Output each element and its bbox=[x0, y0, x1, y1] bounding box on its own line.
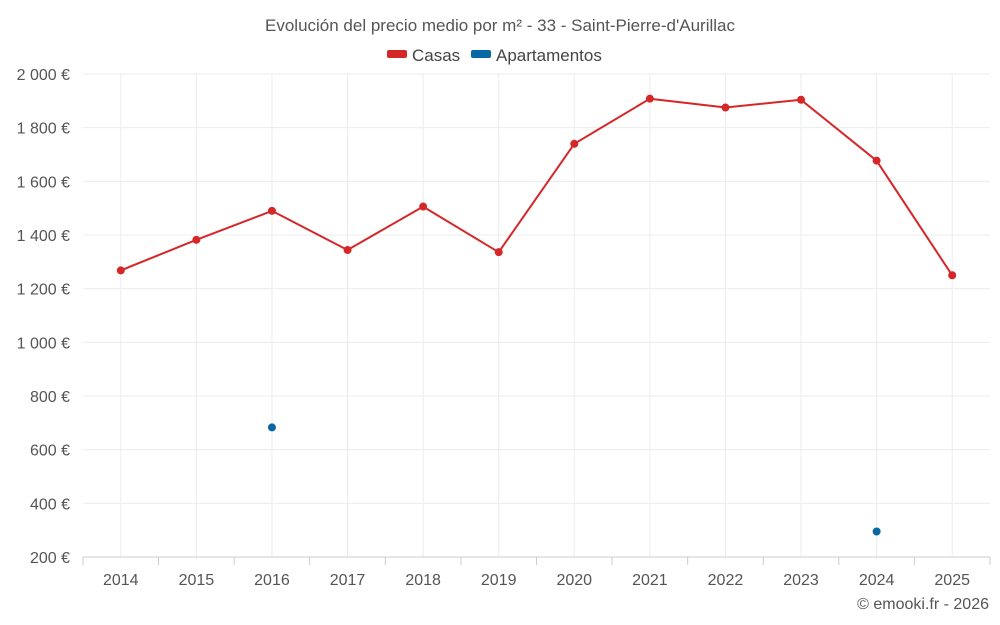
x-tick-label: 2018 bbox=[405, 572, 441, 589]
y-tick-label: 1 800 € bbox=[17, 121, 70, 138]
legend: Casas Apartamentos bbox=[387, 46, 602, 65]
legend-swatch-casas bbox=[387, 50, 407, 58]
credit: © emooki.fr - 2026 bbox=[857, 596, 989, 613]
data-point-apartamentos[interactable]: 2016: 683 bbox=[267, 423, 276, 432]
chart-title: Evolución del precio medio por m² - 33 -… bbox=[265, 16, 735, 35]
data-point-apartamentos[interactable]: 2024: 295 bbox=[872, 527, 881, 536]
x-tick-label: 2015 bbox=[179, 572, 215, 589]
grid bbox=[83, 73, 990, 557]
x-tick-label: 2017 bbox=[330, 572, 366, 589]
y-tick-label: 200 € bbox=[30, 550, 70, 567]
data-point-casas[interactable]: 2021: 1908 bbox=[645, 94, 654, 103]
legend-label-casas: Casas bbox=[412, 46, 460, 65]
x-tick-label: 2019 bbox=[481, 572, 517, 589]
data-point-casas[interactable]: 2023: 1904 bbox=[797, 95, 806, 104]
y-tick-label: 1 400 € bbox=[17, 228, 70, 245]
y-tick-label: 1 600 € bbox=[17, 174, 70, 191]
data-point-casas[interactable]: 2016: 1490 bbox=[267, 206, 276, 215]
series: 2014: 1268 2015: 1382 2016: 1490 2017: 1344… bbox=[116, 94, 957, 536]
data-point-casas[interactable]: 2014: 1268 bbox=[116, 266, 125, 275]
data-point-casas[interactable]: 2015: 1382 bbox=[192, 235, 201, 244]
legend-item-apartamentos[interactable]: Apartamentos bbox=[471, 46, 602, 65]
x-tick-label: 2024 bbox=[859, 572, 895, 589]
y-tick-label: 1 200 € bbox=[17, 282, 70, 299]
x-tick-label: 2020 bbox=[556, 572, 592, 589]
y-tick-label: 600 € bbox=[30, 443, 70, 460]
y-tick-label: 1 000 € bbox=[17, 335, 70, 352]
data-point-casas[interactable]: 2018: 1506 bbox=[419, 202, 428, 211]
data-point-casas[interactable]: 2022: 1875 bbox=[721, 103, 730, 112]
y-tick-label: 800 € bbox=[30, 389, 70, 406]
x-tick-label: 2023 bbox=[783, 572, 819, 589]
y-tick-label: 2 000 € bbox=[17, 67, 70, 84]
data-point-casas[interactable]: 2020: 1740 bbox=[570, 139, 579, 148]
data-point-casas[interactable]: 2024: 1677 bbox=[872, 156, 881, 165]
data-point-casas[interactable]: 2019: 1336 bbox=[494, 248, 503, 257]
x-tick-label: 2014 bbox=[103, 572, 139, 589]
x-tick-label: 2022 bbox=[708, 572, 744, 589]
x-tick-label: 2016 bbox=[254, 572, 290, 589]
x-tick-label: 2025 bbox=[934, 572, 970, 589]
legend-label-apartamentos: Apartamentos bbox=[496, 46, 602, 65]
series-line-casas bbox=[120, 97, 954, 276]
data-point-casas[interactable]: 2025: 1250 bbox=[948, 271, 957, 280]
y-tick-label: 400 € bbox=[30, 496, 70, 513]
legend-item-casas[interactable]: Casas bbox=[387, 46, 460, 65]
x-tick-label: 2021 bbox=[632, 572, 668, 589]
legend-swatch-apartamentos bbox=[471, 50, 491, 58]
axes: 200 € 400 € 600 € 800 € 1 000 € 1 200 € 1 400 … bbox=[17, 67, 991, 589]
data-point-casas[interactable]: 2017: 1344 bbox=[343, 246, 352, 255]
